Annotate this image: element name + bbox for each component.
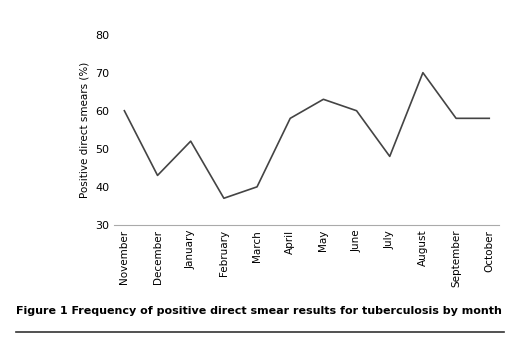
Text: Figure 1 Frequency of positive direct smear results for tuberculosis by month: Figure 1 Frequency of positive direct sm… [16,307,501,316]
Y-axis label: Positive direct smears (%): Positive direct smears (%) [80,62,90,198]
